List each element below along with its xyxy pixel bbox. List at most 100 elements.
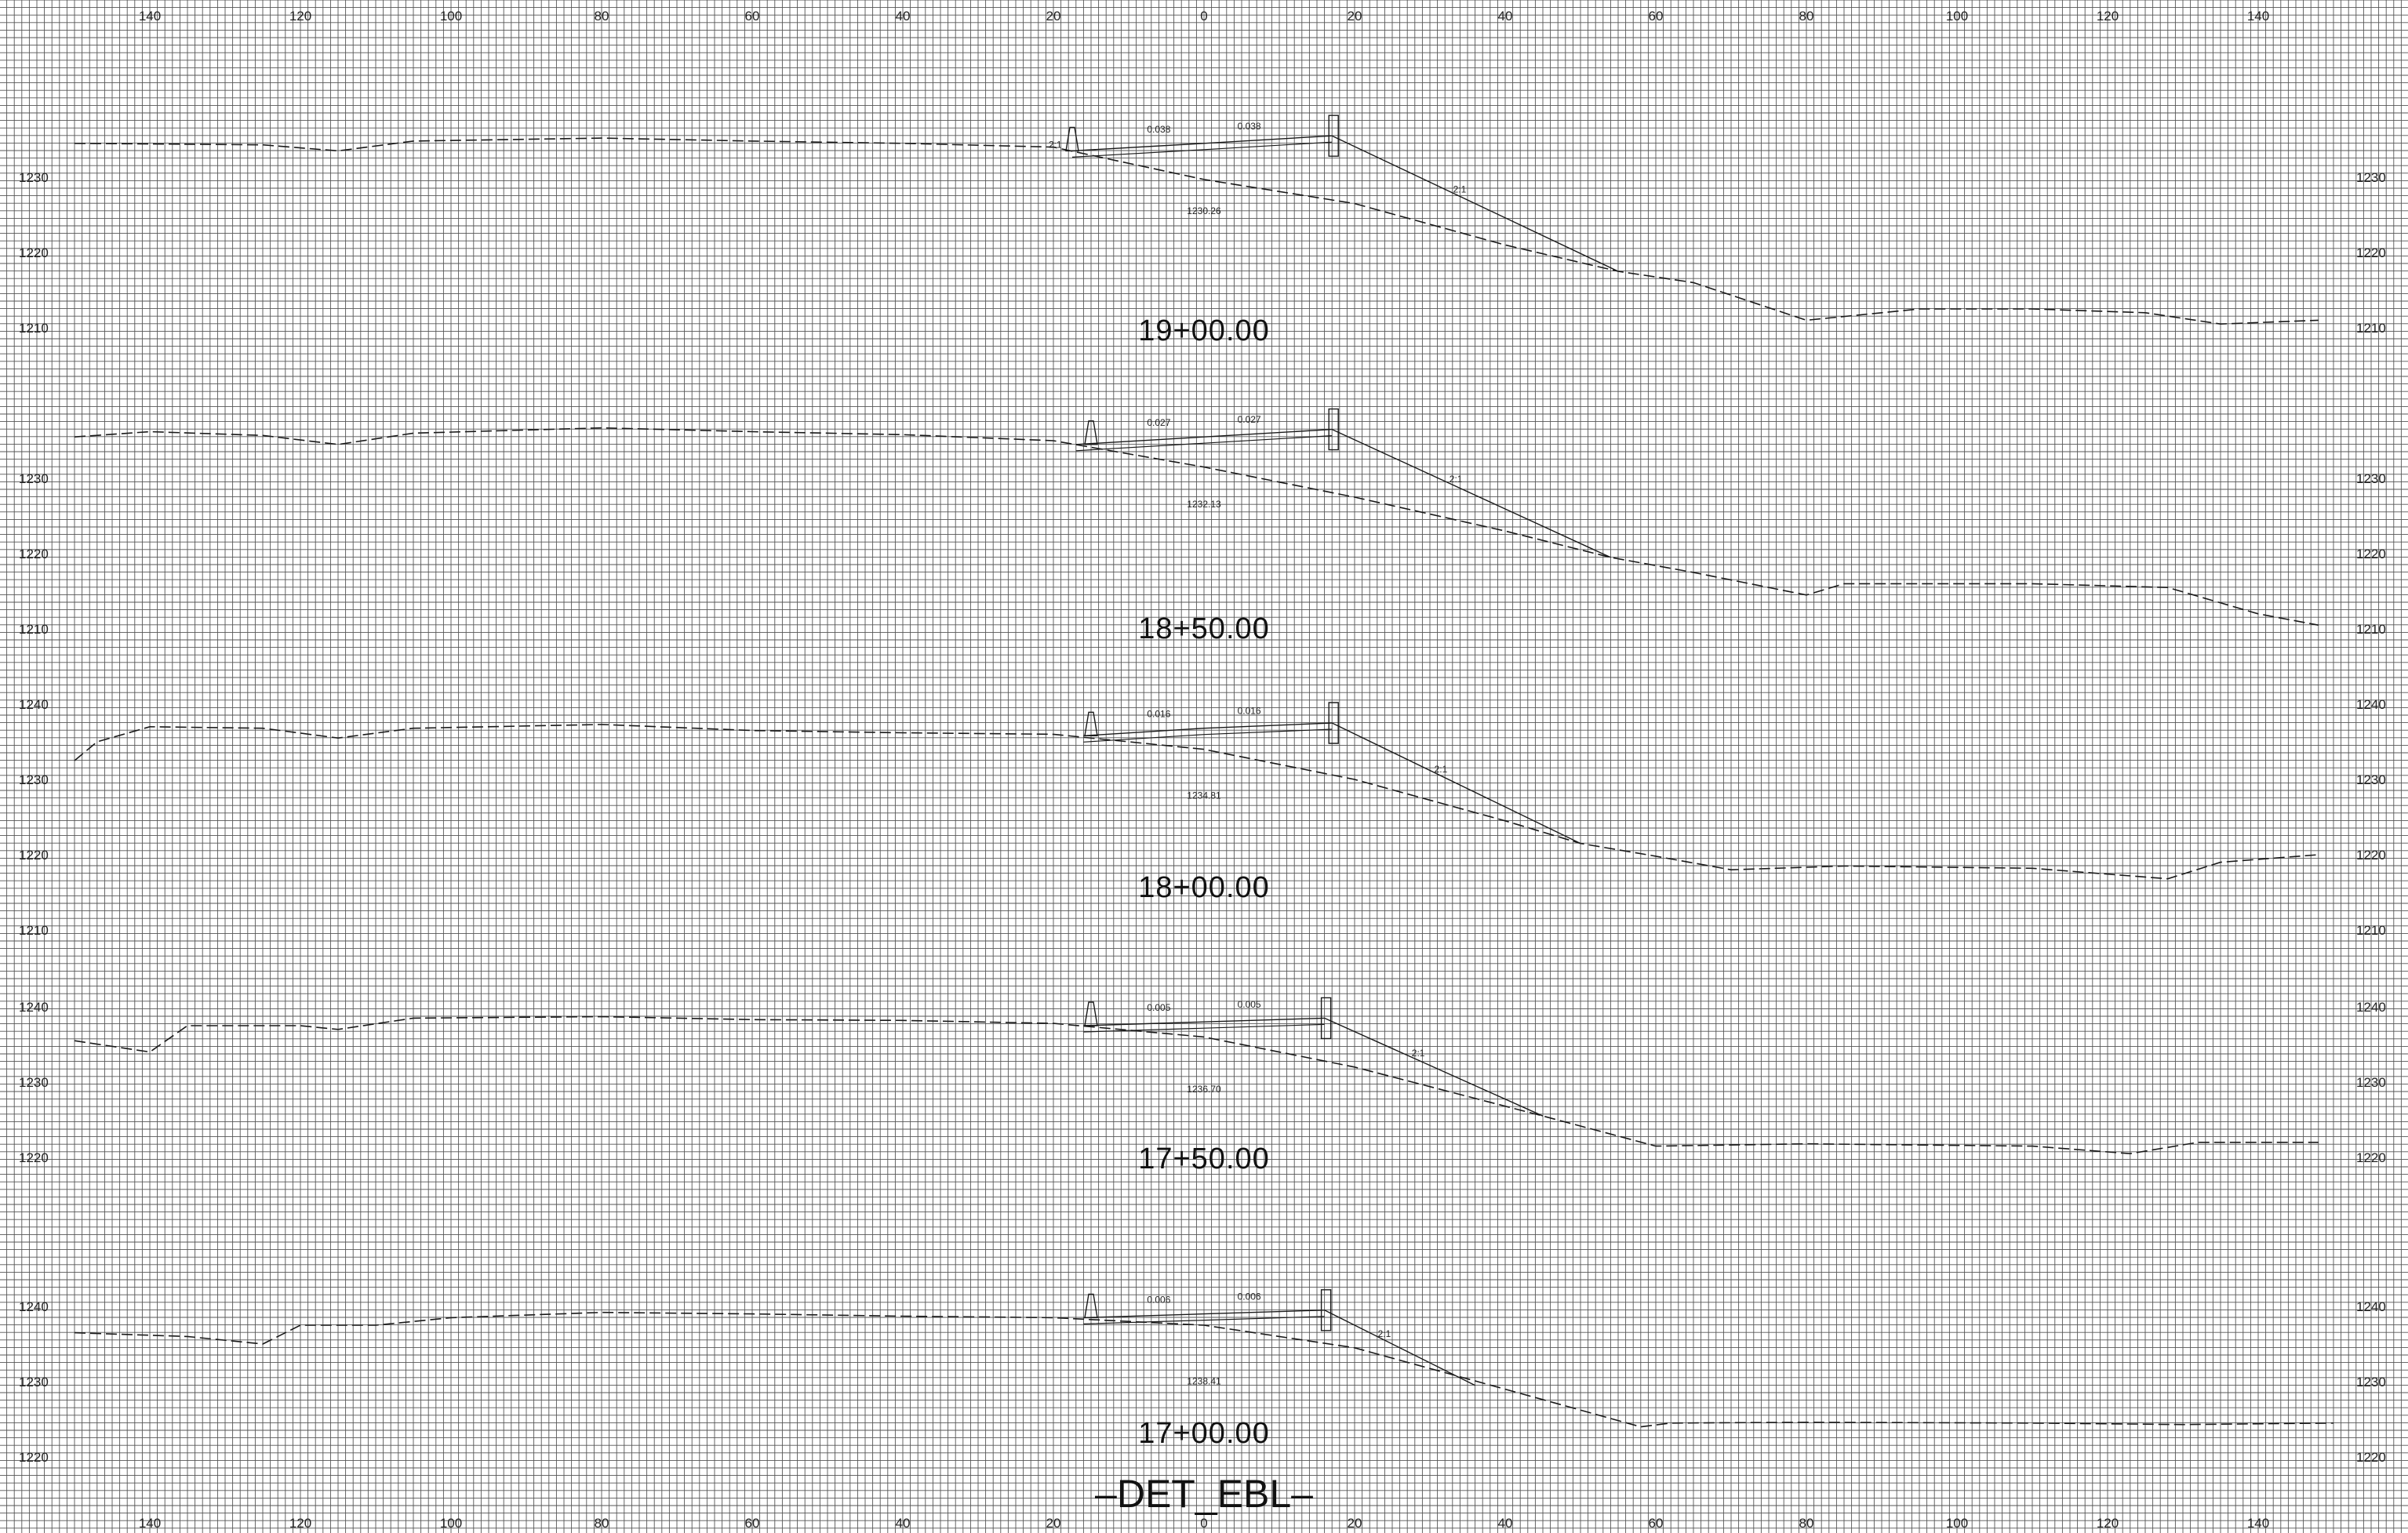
- right-barrier-shape: [1320, 1289, 1332, 1331]
- left-barrier-shape: [1084, 711, 1098, 737]
- road-surface-line: [1083, 1310, 1325, 1319]
- right-elevation-tick: 1230: [2356, 772, 2386, 787]
- left-elevation-tick: 1240: [19, 697, 49, 712]
- bottom-offset-tick: 140: [2247, 1516, 2269, 1531]
- existing-ground-line: [74, 1311, 2334, 1428]
- right-barrier-shape: [1328, 408, 1339, 451]
- left-elevation-tick: 1230: [19, 1075, 49, 1090]
- left-barrier-shape: [1084, 420, 1098, 445]
- bottom-offset-tick: 80: [595, 1516, 609, 1531]
- top-offset-axis: 140 120 100 80 60 40 20 0 20 40 60 80 100 120 140: [139, 9, 2269, 24]
- station-label: 19+00.00: [1138, 314, 1270, 347]
- right-elevation-tick: 1230: [2356, 170, 2386, 185]
- top-offset-tick: 0: [1200, 9, 1207, 24]
- right-cross-slope-label: 0.038: [1238, 121, 1261, 132]
- left-cross-slope-label: 0.005: [1147, 1002, 1170, 1013]
- road-subgrade-line: [1083, 1023, 1325, 1033]
- fill-slope-ratio-label: 2:1: [1435, 764, 1448, 775]
- left-elevation-tick: 1230: [19, 471, 49, 486]
- section-180000: 1240 1240 1230 1230 1220 1220 1210 1210 0.016 0.0…: [19, 697, 2386, 938]
- top-offset-tick: 80: [595, 9, 609, 24]
- station-label: 17+50.00: [1138, 1142, 1270, 1175]
- right-barrier-shape: [1328, 114, 1339, 157]
- fill-slope-line: [1331, 135, 1619, 272]
- section-190000: 1230 1230 1220 1220 1210 1210 0.038 0.038 2:1 2:1…: [19, 114, 2386, 347]
- right-elevation-tick: 1240: [2356, 697, 2386, 712]
- right-elevation-tick: 1210: [2356, 622, 2386, 637]
- top-offset-tick: 140: [2247, 9, 2269, 24]
- fill-slope-line: [1324, 1310, 1475, 1386]
- right-cross-slope-label: 0.005: [1238, 999, 1261, 1010]
- top-offset-tick: 80: [1799, 9, 1814, 24]
- top-offset-tick: 20: [1046, 9, 1061, 24]
- right-elevation-tick: 1220: [2356, 1150, 2386, 1165]
- grade-elevation-label: 1236.70: [1187, 1084, 1221, 1095]
- right-cross-slope-label: 0.027: [1238, 414, 1261, 425]
- top-offset-tick: 100: [1946, 9, 1968, 24]
- right-barrier-shape: [1328, 702, 1339, 744]
- right-elevation-tick: 1220: [2356, 547, 2386, 561]
- left-elevation-tick: 1220: [19, 1150, 49, 1165]
- top-offset-tick: 40: [1498, 9, 1513, 24]
- left-elevation-tick: 1240: [19, 1299, 49, 1314]
- bottom-offset-tick: 60: [745, 1516, 760, 1531]
- road-subgrade-line: [1071, 141, 1333, 158]
- road-surface-line: [1075, 428, 1333, 445]
- road-subgrade-line: [1075, 435, 1333, 452]
- fill-slope-line: [1324, 1017, 1544, 1117]
- right-elevation-tick: 1220: [2356, 1450, 2386, 1465]
- right-elevation-tick: 1220: [2356, 848, 2386, 863]
- bottom-offset-axis: 140 120 100 80 60 40 20 0 20 40 60 80 100 120 140: [139, 1516, 2269, 1531]
- left-elevation-tick: 1220: [19, 547, 49, 561]
- bottom-offset-tick: 100: [440, 1516, 462, 1531]
- right-elevation-tick: 1240: [2356, 1299, 2386, 1314]
- bottom-offset-tick: 40: [896, 1516, 911, 1531]
- left-elevation-tick: 1230: [19, 170, 49, 185]
- grade-elevation-label: 1230.26: [1187, 205, 1221, 216]
- fill-slope-ratio-label: 2:1: [1453, 184, 1467, 195]
- left-slope-ratio-label: 2:1: [1049, 139, 1062, 150]
- bottom-offset-tick: 80: [1799, 1516, 1814, 1531]
- sections-layer: 1230 1230 1220 1220 1210 1210 0.038 0.038 2:1 2:1…: [19, 114, 2386, 1465]
- bottom-offset-tick: 20: [1046, 1516, 1061, 1531]
- fill-slope-ratio-label: 2:1: [1378, 1328, 1391, 1339]
- existing-ground-line: [74, 1015, 2319, 1155]
- top-offset-tick: 100: [440, 9, 462, 24]
- left-barrier-shape: [1065, 126, 1079, 152]
- station-label: 18+00.00: [1138, 871, 1270, 904]
- existing-ground-line: [74, 427, 2319, 626]
- station-label: 18+50.00: [1138, 612, 1270, 645]
- bottom-offset-tick: 140: [139, 1516, 161, 1531]
- top-offset-tick: 20: [1348, 9, 1362, 24]
- bottom-offset-tick: 120: [289, 1516, 311, 1531]
- right-barrier-shape: [1320, 997, 1332, 1040]
- top-offset-tick: 60: [1649, 9, 1664, 24]
- left-elevation-tick: 1220: [19, 848, 49, 863]
- right-elevation-tick: 1230: [2356, 1375, 2386, 1390]
- left-cross-slope-label: 0.027: [1147, 417, 1170, 428]
- right-elevation-tick: 1210: [2356, 321, 2386, 336]
- top-offset-tick: 40: [896, 9, 911, 24]
- bottom-offset-tick: 120: [2097, 1516, 2119, 1531]
- section-170000: 1240 1240 1230 1230 1220 1220 0.006 0.006 2:1 123…: [19, 1289, 2386, 1465]
- sheet-title: –DET_EBL–: [1095, 1472, 1313, 1516]
- section-185000: 1230 1230 1220 1220 1210 1210 0.027 0.027 2:1 123…: [19, 408, 2386, 645]
- right-elevation-tick: 1230: [2356, 471, 2386, 486]
- left-cross-slope-label: 0.016: [1147, 709, 1170, 720]
- right-elevation-tick: 1210: [2356, 923, 2386, 938]
- left-elevation-tick: 1220: [19, 1450, 49, 1465]
- fill-slope-ratio-label: 2:1: [1412, 1048, 1425, 1059]
- right-cross-slope-label: 0.006: [1238, 1291, 1261, 1302]
- left-elevation-tick: 1240: [19, 1000, 49, 1015]
- right-cross-slope-label: 0.016: [1238, 706, 1261, 717]
- left-barrier-shape: [1084, 1001, 1098, 1026]
- right-elevation-tick: 1240: [2356, 1000, 2386, 1015]
- top-offset-tick: 120: [289, 9, 311, 24]
- left-elevation-tick: 1210: [19, 923, 49, 938]
- road-surface-line: [1071, 135, 1333, 152]
- fill-slope-line: [1331, 722, 1581, 845]
- bottom-offset-tick: 100: [1946, 1516, 1968, 1531]
